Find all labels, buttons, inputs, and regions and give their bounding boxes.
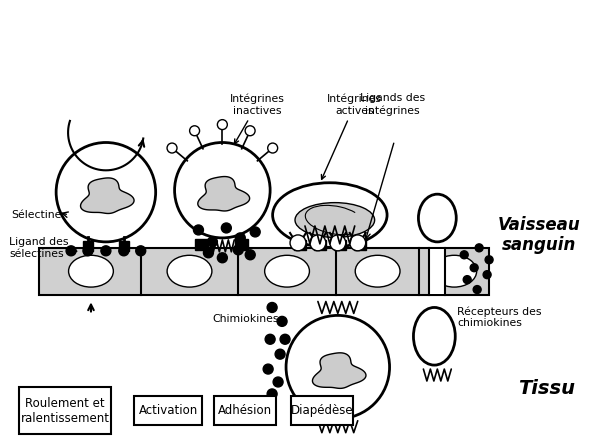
Text: Intégrines
inactives: Intégrines inactives — [230, 94, 285, 144]
Ellipse shape — [330, 235, 346, 251]
Bar — [235, 239, 248, 250]
Bar — [291, 396, 353, 425]
Bar — [119, 241, 129, 251]
Circle shape — [460, 251, 468, 259]
Ellipse shape — [273, 183, 387, 247]
Ellipse shape — [350, 235, 366, 251]
Circle shape — [463, 276, 471, 284]
Text: Sélectines: Sélectines — [11, 210, 67, 220]
Ellipse shape — [418, 194, 456, 242]
Bar — [39, 248, 489, 294]
Ellipse shape — [295, 202, 375, 238]
Ellipse shape — [265, 255, 309, 287]
Bar — [354, 240, 366, 250]
Bar — [294, 240, 306, 250]
Circle shape — [119, 246, 129, 256]
Bar — [429, 249, 446, 293]
Text: Ligands des
intégrines: Ligands des intégrines — [360, 94, 425, 116]
Bar — [19, 388, 110, 434]
Circle shape — [485, 256, 493, 264]
Text: Adhésion: Adhésion — [218, 404, 272, 417]
Bar — [334, 240, 346, 250]
Circle shape — [277, 317, 287, 326]
Circle shape — [136, 246, 146, 256]
Text: Diapédèse: Diapédèse — [291, 404, 353, 417]
Text: Intégrines
actives: Intégrines actives — [321, 94, 382, 179]
Text: Ligand des
sélectines: Ligand des sélectines — [10, 237, 69, 259]
Ellipse shape — [290, 235, 306, 251]
Circle shape — [222, 223, 231, 233]
Circle shape — [56, 143, 156, 242]
Circle shape — [483, 271, 491, 279]
Circle shape — [175, 143, 270, 238]
Circle shape — [475, 244, 483, 252]
Circle shape — [233, 245, 244, 255]
Text: Activation: Activation — [139, 404, 198, 417]
Circle shape — [267, 389, 277, 399]
Bar — [195, 239, 208, 250]
Ellipse shape — [167, 255, 212, 287]
Circle shape — [203, 248, 213, 258]
Ellipse shape — [413, 307, 455, 365]
Polygon shape — [81, 178, 134, 214]
Circle shape — [268, 143, 277, 153]
Ellipse shape — [355, 255, 400, 287]
Circle shape — [235, 233, 245, 243]
Bar — [314, 240, 326, 250]
Circle shape — [263, 364, 273, 374]
Circle shape — [217, 119, 228, 130]
Circle shape — [207, 237, 217, 247]
Circle shape — [245, 250, 255, 260]
Circle shape — [167, 143, 177, 153]
Circle shape — [217, 253, 228, 263]
Circle shape — [470, 264, 478, 272]
Circle shape — [267, 302, 277, 313]
Bar — [134, 396, 203, 425]
Circle shape — [66, 246, 76, 256]
Circle shape — [265, 334, 275, 344]
Circle shape — [473, 285, 481, 293]
Bar — [431, 249, 444, 293]
Circle shape — [280, 334, 290, 344]
Circle shape — [189, 126, 200, 136]
Text: Vaisseau
sanguin: Vaisseau sanguin — [498, 215, 580, 254]
Ellipse shape — [68, 255, 113, 287]
Bar — [83, 241, 93, 251]
Text: Roulement et
ralentissement: Roulement et ralentissement — [20, 396, 109, 424]
Circle shape — [275, 349, 285, 359]
Circle shape — [194, 225, 203, 235]
Text: Chimiokines: Chimiokines — [212, 314, 279, 325]
Ellipse shape — [432, 255, 476, 287]
Circle shape — [101, 246, 111, 256]
Circle shape — [83, 246, 93, 256]
Circle shape — [245, 126, 255, 136]
Text: Tissu: Tissu — [519, 380, 576, 398]
Text: Récepteurs des
chimiokines: Récepteurs des chimiokines — [457, 306, 542, 329]
Polygon shape — [198, 177, 249, 211]
Circle shape — [250, 227, 260, 237]
Circle shape — [286, 315, 390, 419]
Polygon shape — [312, 353, 366, 388]
Ellipse shape — [310, 235, 326, 251]
Bar — [214, 396, 276, 425]
Circle shape — [273, 377, 283, 387]
